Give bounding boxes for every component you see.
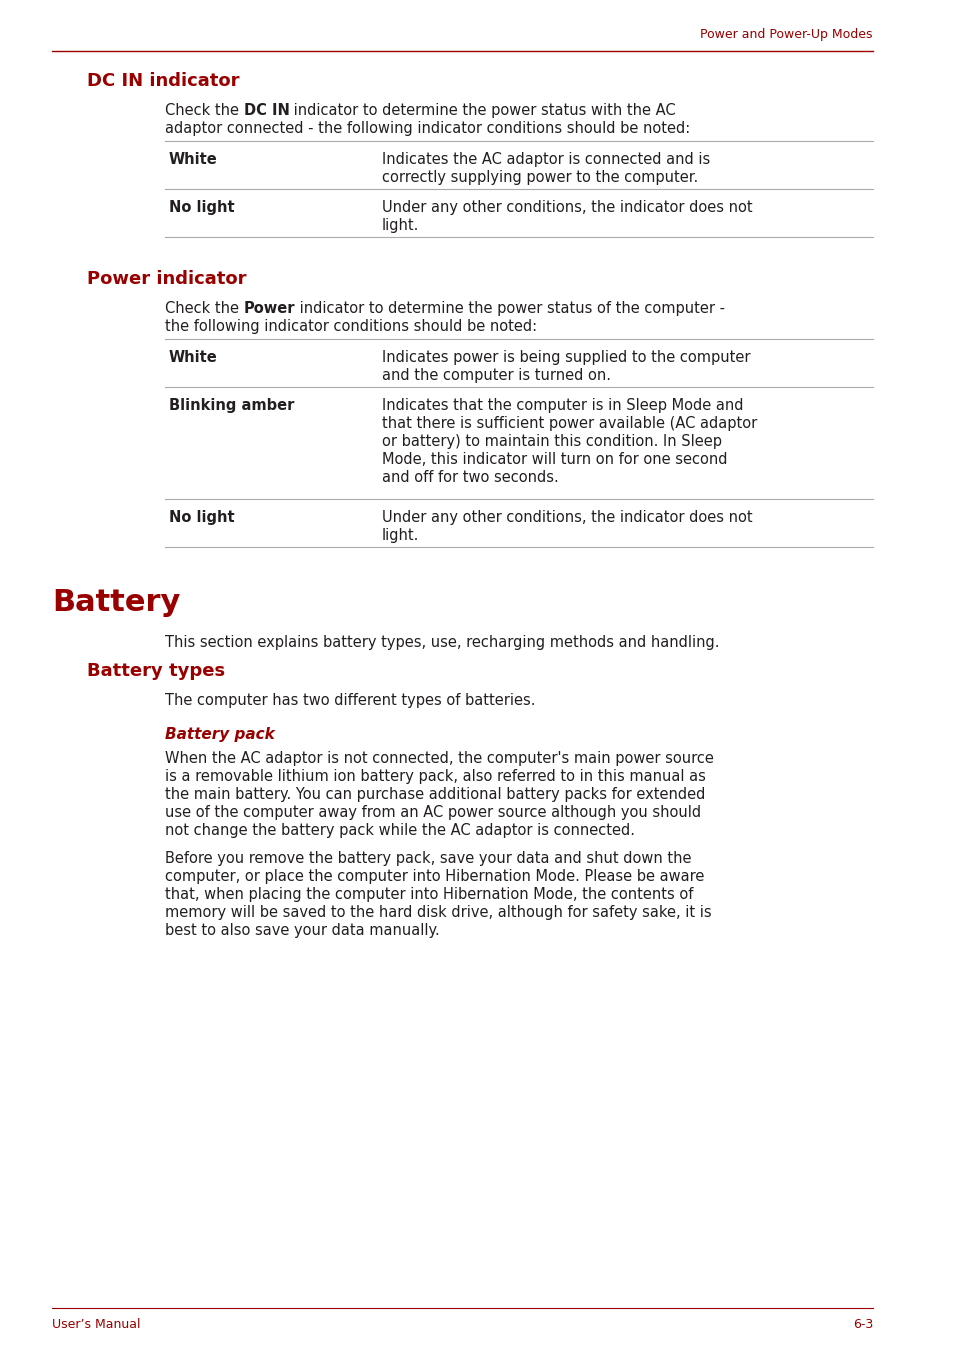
- Text: Before you remove the battery pack, save your data and shut down the: Before you remove the battery pack, save…: [165, 850, 691, 867]
- Text: best to also save your data manually.: best to also save your data manually.: [165, 923, 439, 938]
- Text: Battery pack: Battery pack: [165, 727, 274, 742]
- Text: the main battery. You can purchase additional battery packs for extended: the main battery. You can purchase addit…: [165, 787, 704, 802]
- Text: 6-3: 6-3: [852, 1318, 872, 1330]
- Text: Indicates power is being supplied to the computer: Indicates power is being supplied to the…: [381, 350, 750, 365]
- Text: the following indicator conditions should be noted:: the following indicator conditions shoul…: [165, 319, 537, 334]
- Text: computer, or place the computer into Hibernation Mode. Please be aware: computer, or place the computer into Hib…: [165, 869, 703, 884]
- Text: When the AC adaptor is not connected, the computer's main power source: When the AC adaptor is not connected, th…: [165, 750, 713, 767]
- Text: Indicates the AC adaptor is connected and is: Indicates the AC adaptor is connected an…: [381, 151, 709, 168]
- Text: White: White: [169, 151, 217, 168]
- Text: Check the: Check the: [165, 301, 243, 316]
- Text: Check the: Check the: [165, 103, 243, 118]
- Text: correctly supplying power to the computer.: correctly supplying power to the compute…: [381, 170, 698, 185]
- Text: Under any other conditions, the indicator does not: Under any other conditions, the indicato…: [381, 200, 752, 215]
- Text: adaptor connected - the following indicator conditions should be noted:: adaptor connected - the following indica…: [165, 120, 690, 137]
- Text: Power indicator: Power indicator: [87, 270, 246, 288]
- Text: DC IN: DC IN: [243, 103, 289, 118]
- Text: is a removable lithium ion battery pack, also referred to in this manual as: is a removable lithium ion battery pack,…: [165, 769, 705, 784]
- Text: and off for two seconds.: and off for two seconds.: [381, 470, 558, 485]
- Text: The computer has two different types of batteries.: The computer has two different types of …: [165, 694, 535, 708]
- Text: Under any other conditions, the indicator does not: Under any other conditions, the indicato…: [381, 510, 752, 525]
- Text: that, when placing the computer into Hibernation Mode, the contents of: that, when placing the computer into Hib…: [165, 887, 693, 902]
- Text: No light: No light: [169, 200, 234, 215]
- Text: or battery) to maintain this condition. In Sleep: or battery) to maintain this condition. …: [381, 434, 721, 449]
- Text: indicator to determine the power status of the computer -: indicator to determine the power status …: [294, 301, 724, 316]
- Text: This section explains battery types, use, recharging methods and handling.: This section explains battery types, use…: [165, 635, 719, 650]
- Text: Battery: Battery: [52, 588, 180, 617]
- Text: DC IN indicator: DC IN indicator: [87, 72, 239, 91]
- Text: light.: light.: [381, 529, 419, 544]
- Text: not change the battery pack while the AC adaptor is connected.: not change the battery pack while the AC…: [165, 823, 635, 838]
- Text: No light: No light: [169, 510, 234, 525]
- Text: Blinking amber: Blinking amber: [169, 397, 294, 412]
- Text: Indicates that the computer is in Sleep Mode and: Indicates that the computer is in Sleep …: [381, 397, 742, 412]
- Text: indicator to determine the power status with the AC: indicator to determine the power status …: [289, 103, 676, 118]
- Text: Power: Power: [243, 301, 294, 316]
- Text: light.: light.: [381, 218, 419, 233]
- Text: White: White: [169, 350, 217, 365]
- Text: User’s Manual: User’s Manual: [52, 1318, 140, 1330]
- Text: use of the computer away from an AC power source although you should: use of the computer away from an AC powe…: [165, 804, 700, 821]
- Text: Battery types: Battery types: [87, 662, 225, 680]
- Text: and the computer is turned on.: and the computer is turned on.: [381, 368, 610, 383]
- Text: memory will be saved to the hard disk drive, although for safety sake, it is: memory will be saved to the hard disk dr…: [165, 904, 711, 919]
- Text: Mode, this indicator will turn on for one second: Mode, this indicator will turn on for on…: [381, 452, 727, 466]
- Text: Power and Power-Up Modes: Power and Power-Up Modes: [700, 28, 872, 41]
- Text: that there is sufficient power available (AC adaptor: that there is sufficient power available…: [381, 416, 757, 431]
